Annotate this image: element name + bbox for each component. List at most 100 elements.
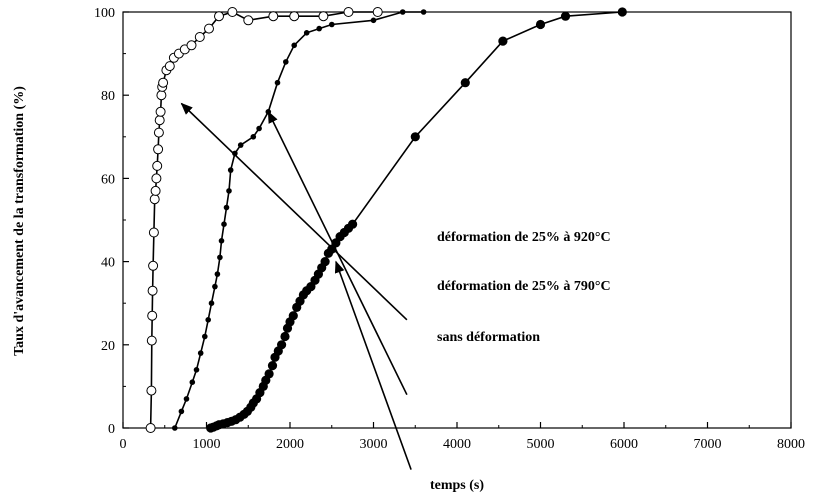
data-point bbox=[197, 350, 204, 356]
data-point bbox=[232, 150, 238, 157]
data-point bbox=[223, 204, 230, 211]
data-point bbox=[460, 78, 470, 88]
data-point bbox=[214, 11, 224, 22]
data-point bbox=[256, 125, 262, 132]
y-tick-label: 40 bbox=[101, 256, 115, 271]
data-point bbox=[158, 77, 169, 88]
data-point bbox=[226, 188, 232, 194]
data-point bbox=[250, 134, 257, 140]
data-point bbox=[145, 423, 156, 433]
data-point bbox=[212, 283, 218, 290]
data-point bbox=[370, 17, 377, 24]
data-point bbox=[202, 333, 208, 340]
data-point bbox=[277, 340, 287, 350]
data-point bbox=[560, 11, 571, 21]
y-tick-label: 80 bbox=[101, 89, 115, 104]
data-point bbox=[151, 173, 162, 184]
data-point bbox=[264, 369, 274, 379]
data-point bbox=[288, 311, 298, 321]
annotation-arrow bbox=[267, 110, 408, 396]
data-point bbox=[193, 367, 200, 373]
data-point bbox=[243, 15, 254, 26]
data-point bbox=[147, 285, 158, 296]
data-point bbox=[204, 23, 214, 34]
x-tick-label: 0 bbox=[120, 437, 127, 452]
data-point bbox=[205, 317, 211, 323]
y-tick-label: 60 bbox=[101, 172, 115, 187]
data-point bbox=[147, 310, 158, 321]
data-point bbox=[194, 32, 205, 42]
data-point bbox=[267, 361, 278, 371]
y-tick-label: 100 bbox=[94, 6, 115, 21]
data-point bbox=[227, 7, 238, 17]
annotation: déformation de 25% à 790°C bbox=[267, 110, 611, 396]
x-tick-label: 3000 bbox=[360, 437, 388, 452]
data-point bbox=[178, 408, 185, 415]
data-point bbox=[152, 160, 163, 171]
annotation-arrow bbox=[180, 102, 408, 321]
data-point bbox=[498, 36, 508, 46]
x-tick-label: 4000 bbox=[443, 437, 471, 452]
y-axis-ticks: 0 20 40 60 80 100 bbox=[94, 6, 129, 437]
data-point bbox=[150, 185, 161, 196]
series-layer bbox=[145, 7, 627, 433]
y-tick-label: 20 bbox=[101, 339, 115, 354]
data-point bbox=[164, 61, 175, 72]
data-point bbox=[227, 167, 234, 173]
data-point bbox=[208, 300, 215, 307]
plot-frame bbox=[122, 11, 792, 429]
data-point bbox=[329, 21, 335, 28]
annotation-arrow bbox=[334, 260, 412, 470]
data-point bbox=[148, 260, 159, 271]
annotation-label: déformation de 25% à 790°C bbox=[437, 279, 611, 294]
data-point bbox=[153, 144, 164, 155]
data-point bbox=[343, 7, 354, 17]
series-1 bbox=[145, 7, 383, 433]
data-point bbox=[283, 59, 289, 65]
data-point bbox=[420, 9, 427, 15]
data-point bbox=[146, 385, 157, 396]
data-point bbox=[410, 132, 420, 142]
data-point bbox=[189, 379, 196, 386]
data-point bbox=[316, 25, 323, 32]
data-point bbox=[348, 219, 358, 229]
data-point bbox=[214, 271, 221, 277]
x-tick-label: 7000 bbox=[694, 437, 722, 452]
chart-axes bbox=[122, 11, 792, 429]
data-point bbox=[535, 19, 546, 30]
x-tick-label: 6000 bbox=[610, 437, 638, 452]
series-line bbox=[149, 11, 378, 429]
data-point bbox=[320, 257, 330, 267]
data-point bbox=[289, 11, 300, 22]
x-axis-title: temps (s) bbox=[430, 478, 484, 493]
x-tick-label: 1000 bbox=[193, 437, 221, 452]
series-line bbox=[174, 11, 424, 429]
x-tick-label: 2000 bbox=[276, 437, 304, 452]
data-point bbox=[303, 30, 310, 36]
data-point bbox=[218, 238, 225, 244]
y-axis-title: Taux d'avancement de la transformation (… bbox=[12, 86, 27, 356]
data-point bbox=[172, 425, 178, 431]
x-tick-label: 5000 bbox=[527, 437, 555, 452]
data-point bbox=[156, 90, 167, 101]
x-axis-ticks: 0 1000 2000 3000 4000 5000 6000 7000 8000 bbox=[120, 422, 805, 452]
data-point bbox=[274, 79, 281, 86]
annotation: sans déformation bbox=[334, 260, 540, 470]
data-point bbox=[183, 396, 190, 402]
x-tick-label: 8000 bbox=[777, 437, 805, 452]
data-point bbox=[318, 11, 329, 22]
annotation-layer: déformation de 25% à 920°C déformation de… bbox=[180, 102, 611, 470]
data-point bbox=[399, 9, 406, 15]
series-3 bbox=[206, 7, 627, 433]
data-point bbox=[153, 127, 164, 138]
data-point bbox=[617, 7, 627, 17]
series-2 bbox=[172, 9, 427, 431]
data-point bbox=[149, 194, 160, 205]
data-point bbox=[237, 142, 244, 148]
data-point bbox=[146, 335, 157, 346]
data-point bbox=[154, 115, 165, 126]
annotation-label: sans déformation bbox=[437, 330, 540, 345]
data-point bbox=[186, 40, 197, 51]
annotation: déformation de 25% à 920°C bbox=[180, 102, 611, 321]
